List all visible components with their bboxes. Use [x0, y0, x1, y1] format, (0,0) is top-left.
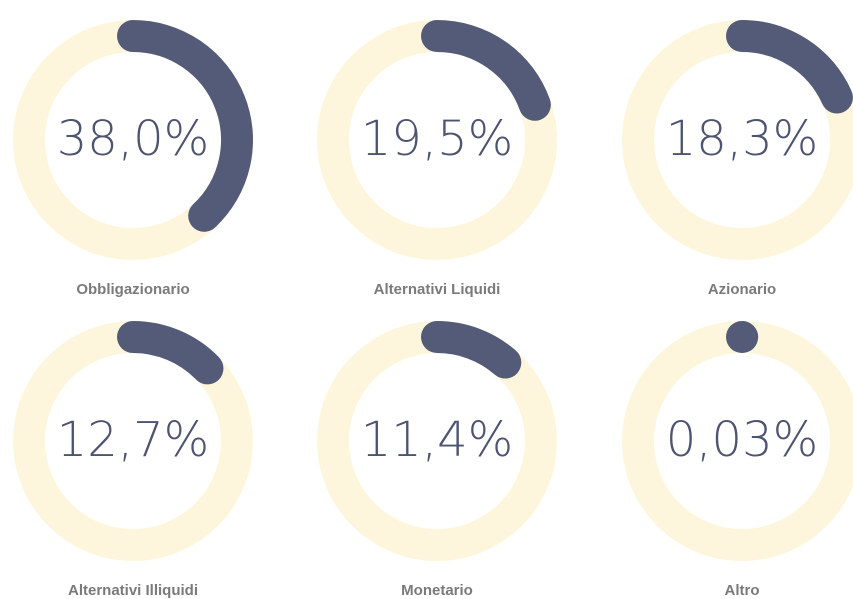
category-label: Azionario [708, 281, 776, 298]
donut-arc [117, 321, 224, 385]
value-label: 18,3% [666, 111, 818, 167]
value-label: 0,03% [666, 412, 818, 468]
donut-arc [421, 321, 522, 379]
value-label: 12,7% [57, 412, 209, 468]
category-label: Alternativi Illiquidi [68, 582, 198, 599]
value-label: 38,0% [57, 111, 209, 167]
category-label: Alternativi Liquidi [374, 281, 501, 298]
category-label: Altro [725, 582, 760, 599]
donut-arc [421, 20, 551, 121]
value-label: 19,5% [361, 111, 513, 167]
category-label: Obbligazionario [76, 281, 189, 298]
value-label: 11,4% [361, 412, 513, 468]
donut-arc [726, 20, 853, 114]
category-label: Monetario [401, 582, 473, 599]
donut-arc [117, 20, 253, 232]
